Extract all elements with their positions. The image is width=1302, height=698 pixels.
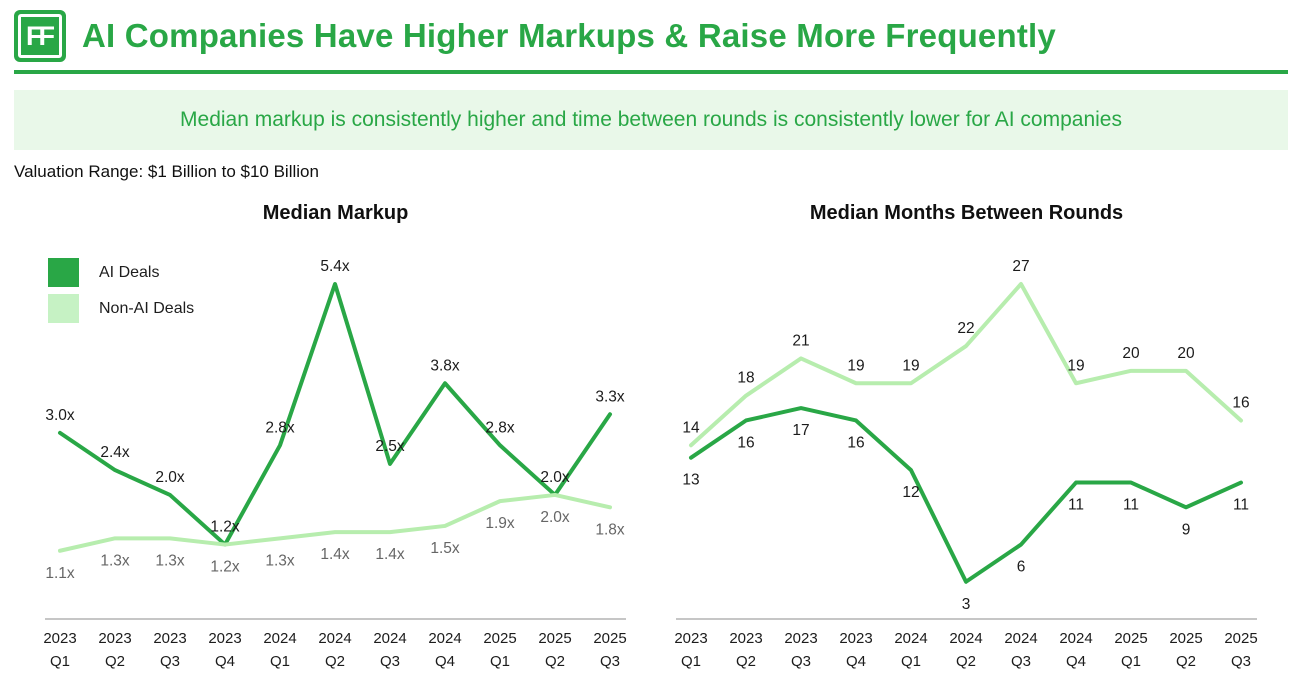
legend-item-ai-deals: AI Deals xyxy=(48,258,194,287)
legend-item-non-ai-deals: Non-AI Deals xyxy=(48,294,194,323)
median-markup-panel: Median Markup 2023 Q1 2023 Q2 2023 Q3 2023 Q4 20… xyxy=(20,184,651,687)
svg-text:22: 22 xyxy=(957,320,974,337)
svg-text:1.8x: 1.8x xyxy=(595,521,625,538)
svg-text:1.2x: 1.2x xyxy=(210,519,240,536)
median-months-panel: Median Months Between Rounds 2023 Q1 2023 Q… xyxy=(651,184,1282,687)
svg-text:16: 16 xyxy=(847,434,864,451)
svg-text:16: 16 xyxy=(737,434,754,451)
svg-text:3.0x: 3.0x xyxy=(45,407,75,424)
median-months-title: Median Months Between Rounds xyxy=(809,202,1124,224)
svg-text:27: 27 xyxy=(1012,258,1029,275)
svg-text:21: 21 xyxy=(792,332,809,349)
svg-text:11: 11 xyxy=(1068,497,1084,514)
svg-text:6: 6 xyxy=(1017,559,1026,576)
svg-text:14: 14 xyxy=(682,419,700,436)
svg-text:1.3x: 1.3x xyxy=(155,552,185,569)
svg-text:1.4x: 1.4x xyxy=(320,546,350,563)
page-header: FF AI Companies Have Higher Markups & Ra… xyxy=(14,10,1288,74)
svg-text:2.4x: 2.4x xyxy=(100,444,130,461)
svg-text:11: 11 xyxy=(1123,497,1139,514)
valuation-range-subtitle: Valuation Range: $1 Billion to $10 Billi… xyxy=(14,162,319,181)
svg-text:20: 20 xyxy=(1122,345,1140,362)
svg-text:12: 12 xyxy=(902,484,919,501)
svg-text:9: 9 xyxy=(1182,521,1191,538)
svg-text:1.3x: 1.3x xyxy=(265,552,295,569)
svg-text:2.0x: 2.0x xyxy=(540,509,570,526)
banner-text: Median markup is consistently higher and… xyxy=(180,108,1122,131)
svg-text:20: 20 xyxy=(1177,345,1195,362)
svg-text:1.4x: 1.4x xyxy=(375,546,405,563)
svg-text:19: 19 xyxy=(1067,357,1084,374)
legend-label: Non-AI Deals xyxy=(99,299,195,317)
svg-text:13: 13 xyxy=(682,472,699,489)
logo-text: FF xyxy=(26,20,55,51)
svg-text:11: 11 xyxy=(1233,497,1249,514)
svg-text:1.5x: 1.5x xyxy=(430,540,460,557)
svg-text:19: 19 xyxy=(847,357,864,374)
svg-text:3.8x: 3.8x xyxy=(430,357,460,374)
logo-border xyxy=(18,14,62,58)
svg-text:18: 18 xyxy=(737,370,754,387)
ai-deals-swatch xyxy=(48,258,79,287)
svg-text:19: 19 xyxy=(902,357,919,374)
legend-label: AI Deals xyxy=(99,263,160,281)
svg-text:1.9x: 1.9x xyxy=(485,515,515,532)
svg-text:3.3x: 3.3x xyxy=(595,388,625,405)
median-markup-title: Median Markup xyxy=(262,202,409,224)
chart-legend: AI Deals Non-AI Deals xyxy=(48,258,194,330)
svg-text:1.2x: 1.2x xyxy=(210,559,240,576)
svg-text:17: 17 xyxy=(792,422,809,439)
svg-text:2.5x: 2.5x xyxy=(375,438,405,455)
svg-text:3: 3 xyxy=(962,596,971,613)
svg-text:2.0x: 2.0x xyxy=(540,469,570,486)
svg-text:5.4x: 5.4x xyxy=(320,258,350,275)
svg-text:1.1x: 1.1x xyxy=(45,565,75,582)
ff-logo: FF xyxy=(14,10,66,62)
non-ai-deals-swatch xyxy=(48,294,79,323)
svg-text:2.0x: 2.0x xyxy=(155,469,185,486)
median-markup-chart: 2023 Q1 2023 Q2 2023 Q3 2023 Q4 2024 Q1 2024 Q2 2024… xyxy=(43,258,626,670)
key-insight-banner: Median markup is consistently higher and… xyxy=(14,90,1288,150)
svg-text:16: 16 xyxy=(1232,394,1249,411)
median-months-chart: 2023 Q1 2023 Q2 2023 Q3 2023 Q4 2024 Q1 2024 Q2 2024… xyxy=(674,258,1257,670)
svg-text:2.8x: 2.8x xyxy=(265,419,295,436)
page-title: AI Companies Have Higher Markups & Raise… xyxy=(82,17,1056,54)
svg-text:1.3x: 1.3x xyxy=(100,552,130,569)
svg-text:2.8x: 2.8x xyxy=(485,419,515,436)
charts-row: Median Markup 2023 Q1 2023 Q2 2023 Q3 2023 Q4 20… xyxy=(0,184,1302,687)
